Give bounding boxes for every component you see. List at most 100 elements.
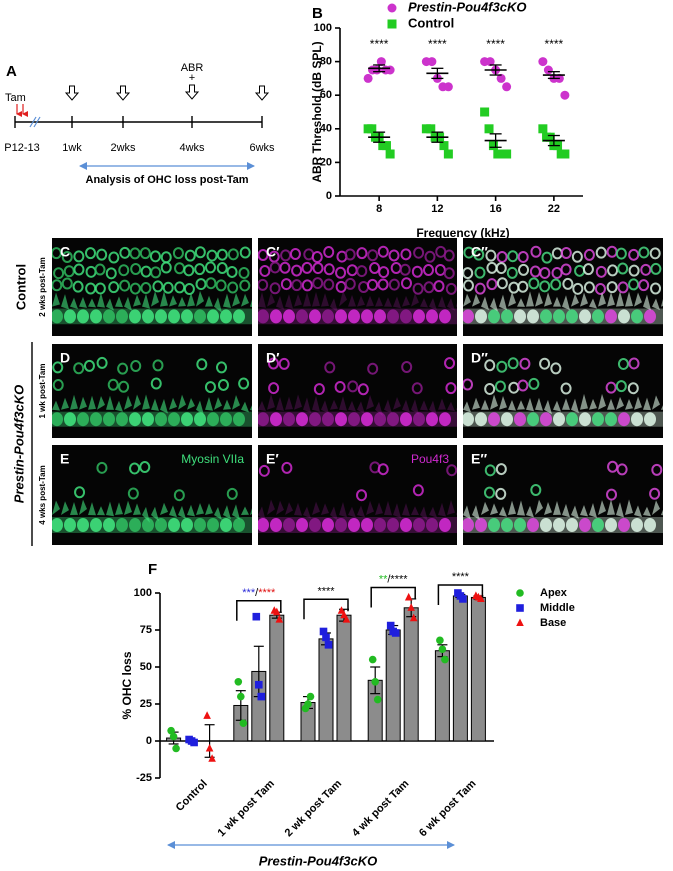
stereocilia (438, 295, 446, 309)
cell (517, 379, 529, 392)
stereocilia (115, 400, 123, 412)
cell (205, 277, 217, 290)
stereocilia (348, 400, 356, 412)
ihc (488, 518, 500, 532)
cell (651, 463, 663, 476)
stereocilia (402, 295, 410, 307)
cell (118, 380, 130, 393)
cell (484, 464, 496, 477)
stereocilia (571, 293, 579, 307)
timepoint-label: 2wks (110, 142, 136, 154)
panel-label: C′ (266, 244, 280, 260)
data-point (439, 141, 449, 151)
ihc (129, 309, 141, 324)
data-point (376, 57, 386, 67)
cell (411, 265, 423, 278)
stereocilia (499, 395, 507, 410)
significance: **/**** (379, 573, 408, 585)
stereocilia (562, 503, 570, 518)
stereocilia (178, 505, 186, 519)
ihc (296, 309, 308, 324)
ihc (181, 412, 193, 427)
ihc (387, 309, 399, 324)
ihc (64, 309, 76, 324)
stereocilia (339, 396, 347, 411)
data-point (252, 612, 261, 621)
significance: **** (545, 37, 564, 51)
stereocilia (303, 292, 311, 307)
cell (184, 249, 196, 262)
stereocilia (321, 293, 329, 307)
stereocilia (250, 508, 252, 515)
cell (227, 281, 239, 294)
stereocilia (625, 499, 633, 515)
ihc (501, 518, 513, 532)
stereocilia (70, 297, 78, 310)
stereocilia (456, 511, 457, 515)
stereocilia (456, 302, 457, 307)
panel-label: E′′ (471, 451, 488, 467)
ihc (258, 518, 269, 532)
stereocilia (544, 292, 552, 307)
cell (74, 486, 86, 499)
row-time-label: 4 wks post-Tam (38, 465, 47, 524)
y-tick-label: 50 (140, 661, 152, 673)
x-tick-label: Control (174, 778, 210, 814)
data-point (324, 641, 333, 649)
cell (433, 280, 445, 293)
data-point (560, 149, 570, 159)
cell (291, 279, 303, 292)
legend-label: Control (408, 15, 454, 30)
cell (239, 246, 251, 259)
cell (517, 280, 529, 293)
stereocilia (61, 397, 69, 410)
error-bar (489, 64, 502, 76)
cell (423, 281, 435, 294)
x-tick-label: 12 (431, 203, 443, 215)
stereocilia (661, 298, 663, 307)
legend-label: Apex (540, 587, 568, 599)
data-point (538, 57, 548, 67)
stereocilia (411, 506, 419, 515)
ihc (129, 412, 141, 427)
ihc (527, 518, 539, 532)
cell (483, 486, 495, 499)
ihc (155, 309, 167, 324)
data-point (373, 695, 382, 704)
cell (324, 361, 336, 374)
stereocilia (544, 502, 552, 515)
group-label: Prestin-Pou4f3cKO (11, 385, 26, 503)
stereocilia (634, 396, 642, 410)
cell (445, 282, 457, 295)
cell (258, 249, 269, 262)
cell (369, 262, 381, 275)
ihc (155, 412, 167, 427)
cell (281, 461, 293, 474)
stereocilia (447, 401, 455, 412)
cell (344, 277, 356, 290)
stereocilia (142, 293, 150, 309)
timepoint-label: P12-13 (4, 142, 39, 154)
data-point (427, 57, 437, 67)
micrograph (52, 344, 252, 438)
cell (507, 357, 519, 370)
stereocilia (535, 292, 543, 307)
stereocilia (250, 405, 252, 411)
stereocilia (438, 502, 446, 517)
stereocilia (142, 506, 150, 523)
stereocilia (267, 292, 275, 307)
data-point (205, 743, 214, 752)
cell (463, 378, 474, 391)
data-point (371, 678, 380, 686)
error-bar (373, 131, 386, 143)
y-tick-label: 0 (326, 190, 332, 202)
cell (73, 263, 85, 276)
ihc (77, 518, 89, 532)
ihc (194, 309, 206, 324)
cell (412, 484, 424, 497)
cell (226, 265, 238, 278)
ihc (553, 412, 565, 427)
panel-label: D (60, 350, 70, 366)
stereocilia (294, 394, 302, 410)
cell (377, 278, 389, 291)
